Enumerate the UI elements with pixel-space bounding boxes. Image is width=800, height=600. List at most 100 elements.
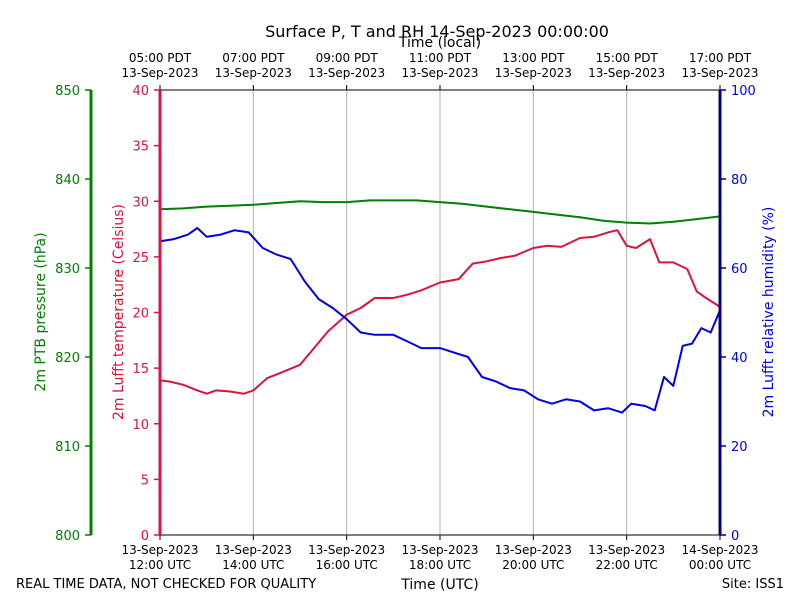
- x-tick-label-time: 22:00 UTC: [596, 558, 658, 572]
- temperature-point: [658, 261, 661, 264]
- relative-humidity-point: [187, 233, 189, 236]
- pressure-point: [369, 199, 371, 202]
- temperature-point: [485, 260, 488, 263]
- relative-humidity-point: [373, 334, 376, 336]
- temperature-point: [457, 278, 460, 280]
- gridlines: [252, 90, 628, 535]
- temperature-point: [215, 389, 217, 392]
- relative-humidity-point: [173, 238, 175, 240]
- temperature-tick-label: 30: [132, 195, 149, 210]
- top-tick-label-date: 13-Sep-2023: [215, 66, 292, 80]
- x-tick-label-time: 00:00 UTC: [689, 558, 751, 572]
- pressure-point: [439, 201, 441, 203]
- temperature-point: [635, 247, 637, 249]
- temperature-point: [252, 389, 255, 392]
- pressure-point: [345, 201, 348, 203]
- temperature-point: [672, 261, 675, 264]
- x-tick-label-time: 20:00 UTC: [502, 558, 564, 572]
- relative-humidity-point: [709, 331, 712, 334]
- temperature-point: [686, 268, 689, 270]
- pressure-point: [509, 208, 511, 211]
- humidity-tick-label: 20: [731, 440, 748, 455]
- pressure-point: [299, 200, 301, 203]
- pressure-point: [182, 207, 185, 210]
- humidity-tick-label: 40: [731, 351, 748, 366]
- relative-humidity-point: [495, 380, 497, 383]
- temperature-point: [168, 380, 171, 383]
- temperature-tick-label: 10: [132, 418, 149, 433]
- relative-humidity-point: [630, 402, 633, 405]
- temperature-point: [266, 377, 269, 379]
- temperature-point: [513, 255, 516, 257]
- pressure-point: [205, 205, 208, 208]
- relative-humidity-point: [672, 385, 675, 387]
- relative-humidity-point: [653, 409, 656, 412]
- pressure-tick-label: 840: [55, 173, 80, 188]
- pressure-point: [555, 213, 558, 216]
- temperature-tick-label: 25: [132, 251, 149, 266]
- temperature-point: [420, 289, 423, 292]
- temperature-point: [593, 236, 595, 238]
- pressure-point: [462, 203, 465, 205]
- top-tick-label-date: 13-Sep-2023: [121, 66, 198, 80]
- temperature-point: [499, 257, 502, 259]
- temperature-point: [532, 247, 535, 249]
- pressure-tick-label: 800: [55, 529, 80, 544]
- relative-humidity-point: [406, 340, 409, 343]
- relative-humidity-point: [551, 402, 553, 405]
- humidity-tick-label: 60: [731, 262, 748, 277]
- temperature-tick-label: 5: [141, 473, 149, 488]
- top-axis-title: Time (local): [398, 35, 481, 51]
- pressure-point: [229, 204, 231, 207]
- site-label: Site: ISS1: [722, 577, 784, 592]
- top-tick-label-date: 13-Sep-2023: [495, 66, 572, 80]
- top-tick-label-time: 09:00 PDT: [316, 51, 379, 65]
- pressure-point: [579, 216, 581, 219]
- pressure-point: [672, 220, 675, 223]
- relative-humidity-point: [317, 298, 320, 300]
- temperature-point: [649, 238, 651, 240]
- temperature-point: [392, 297, 395, 299]
- relative-humidity-point: [392, 334, 395, 336]
- top-tick-label-time: 11:00 PDT: [409, 51, 472, 65]
- temperature-line: [159, 229, 721, 395]
- top-tick-label-date: 13-Sep-2023: [681, 66, 758, 80]
- top-tick-label-time: 07:00 PDT: [222, 51, 285, 65]
- relative-humidity-point: [196, 227, 199, 229]
- humidity-tick-label: 100: [731, 84, 756, 99]
- x-tick-label-date: 13-Sep-2023: [588, 543, 665, 557]
- x-tick-label-date: 14-Sep-2023: [681, 543, 758, 557]
- humidity-tick-label: 0: [731, 529, 739, 544]
- temperature-point: [546, 245, 549, 247]
- top-tick-label-time: 13:00 PDT: [502, 51, 565, 65]
- temperature-point: [616, 229, 619, 231]
- temperature-point: [327, 330, 329, 333]
- humidity-axis-label: 2m Lufft relative humidity (%): [761, 207, 777, 418]
- top-tick-label-date: 13-Sep-2023: [308, 66, 385, 80]
- temperature-tick-label: 15: [132, 362, 149, 377]
- temperature-point: [439, 281, 441, 284]
- temperature-point: [313, 347, 315, 349]
- relative-humidity-point: [331, 307, 334, 309]
- pressure-point: [695, 218, 698, 220]
- temperature-point: [607, 231, 609, 234]
- temperature-axis-label: 2m Lufft temperature (Celsius): [111, 204, 127, 420]
- temperature-tick-label: 20: [132, 307, 149, 322]
- pressure-point: [485, 205, 488, 208]
- relative-humidity-point: [205, 236, 208, 238]
- relative-humidity-point: [275, 253, 278, 256]
- pressure-point: [322, 201, 325, 203]
- temperature-point: [243, 392, 245, 395]
- relative-humidity-point: [261, 247, 264, 249]
- relative-humidity-point: [303, 280, 306, 283]
- relative-humidity-point: [537, 398, 539, 401]
- relative-humidity-point: [621, 411, 623, 414]
- relative-humidity-point: [247, 231, 250, 234]
- temperature-point: [229, 390, 231, 393]
- pressure-point: [415, 199, 418, 202]
- x-tick-label-time: 14:00 UTC: [222, 558, 284, 572]
- temperature-point: [705, 297, 707, 299]
- pressure-point: [649, 222, 651, 225]
